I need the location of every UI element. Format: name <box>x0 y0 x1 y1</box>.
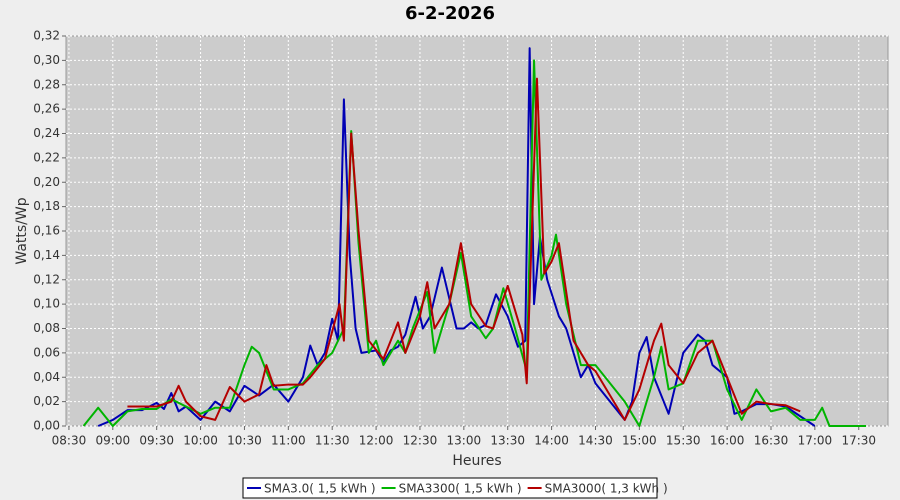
x-tick-label: 15:00 <box>622 434 657 448</box>
y-tick-label: 0,22 <box>33 150 60 164</box>
y-tick-label: 0,26 <box>33 102 60 116</box>
y-tick-label: 0,00 <box>33 419 60 433</box>
x-tick-label: 12:30 <box>403 434 438 448</box>
x-tick-label: 10:00 <box>183 434 218 448</box>
legend-box <box>242 477 658 499</box>
series-line <box>97 47 816 427</box>
y-tick-label: 0,04 <box>33 370 60 384</box>
legend-label: SMA3000( 1,3 kWh ) <box>545 482 668 496</box>
y-tick-label: 0,32 <box>33 29 60 43</box>
x-tick-label: 14:00 <box>534 434 569 448</box>
y-axis-label: Watts/Wp <box>14 197 30 264</box>
y-tick-label: 0,20 <box>33 175 60 189</box>
y-tick-label: 0,24 <box>33 126 60 140</box>
y-tick-label: 0,10 <box>33 297 60 311</box>
y-tick-label: 0,02 <box>33 394 60 408</box>
series-line <box>82 59 867 427</box>
y-tick-label: 0,06 <box>33 345 60 359</box>
y-tick-label: 0,30 <box>33 53 60 67</box>
y-tick-label: 0,28 <box>33 77 60 91</box>
x-tick-label: 13:30 <box>490 434 525 448</box>
x-tick-label: 14:30 <box>578 434 613 448</box>
y-tick-label: 0,12 <box>33 272 60 286</box>
x-tick-label: 09:30 <box>139 434 174 448</box>
x-axis-label: Heures <box>452 453 501 469</box>
x-tick-label: 15:30 <box>666 434 701 448</box>
series-line <box>127 77 801 421</box>
y-tick-label: 0,14 <box>33 248 60 262</box>
x-tick-label: 09:00 <box>96 434 131 448</box>
y-tick-label: 0,18 <box>33 199 60 213</box>
x-tick-label: 10:30 <box>227 434 262 448</box>
legend-label: SMA3300( 1,5 kWh ) <box>399 482 522 496</box>
x-tick-label: 17:30 <box>841 434 876 448</box>
legend-label: SMA3.0( 1,5 kWh ) <box>264 482 376 496</box>
x-tick-label: 16:00 <box>710 434 745 448</box>
x-tick-label: 12:00 <box>359 434 394 448</box>
plot-area <box>65 35 889 427</box>
x-tick-label: 08:30 <box>52 434 87 448</box>
x-tick-label: 13:00 <box>447 434 482 448</box>
y-tick-label: 0,08 <box>33 321 60 335</box>
x-tick-label: 11:30 <box>315 434 350 448</box>
x-tick-label: 16:30 <box>754 434 789 448</box>
chart-title: 6-2-2026 <box>405 3 495 24</box>
x-tick-label: 17:00 <box>798 434 833 448</box>
y-tick-label: 0,16 <box>33 224 60 238</box>
x-tick-label: 11:00 <box>271 434 306 448</box>
